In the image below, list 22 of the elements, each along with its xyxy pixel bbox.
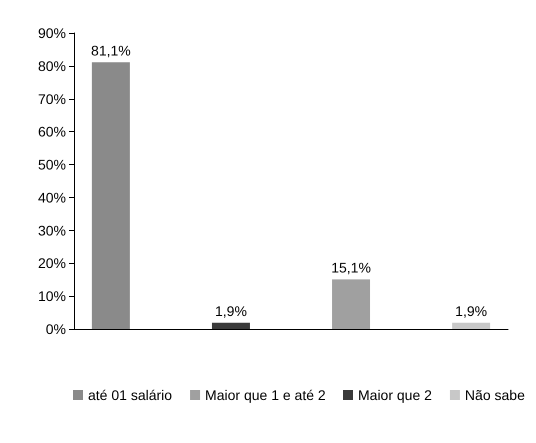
y-tick-label: 40% bbox=[38, 189, 66, 206]
y-tick-label: 90% bbox=[38, 25, 66, 41]
data-label: 15,1% bbox=[331, 259, 371, 276]
data-label: 1,9% bbox=[215, 302, 247, 319]
bar bbox=[92, 62, 130, 329]
bar bbox=[212, 322, 250, 329]
legend-label: até 01 salário bbox=[88, 387, 172, 403]
data-label: 81,1% bbox=[91, 42, 131, 58]
y-tick-label: 60% bbox=[38, 124, 66, 140]
data-label: 1,9% bbox=[455, 302, 488, 319]
y-tick-label: 30% bbox=[38, 222, 66, 238]
y-tick-label: 10% bbox=[38, 288, 66, 304]
y-tick-label: 70% bbox=[38, 90, 66, 107]
y-tick-label: 20% bbox=[38, 255, 66, 272]
y-tick-label: 80% bbox=[38, 58, 66, 74]
legend-label: Maior que 1 e até 2 bbox=[205, 387, 326, 403]
bar bbox=[332, 279, 370, 329]
y-tick-label: 50% bbox=[38, 156, 66, 173]
legend-label: Não sabe bbox=[464, 387, 526, 403]
bar bbox=[452, 322, 490, 329]
legend-label: Maior que 2 bbox=[358, 387, 432, 403]
y-tick-label: 0% bbox=[46, 321, 66, 337]
